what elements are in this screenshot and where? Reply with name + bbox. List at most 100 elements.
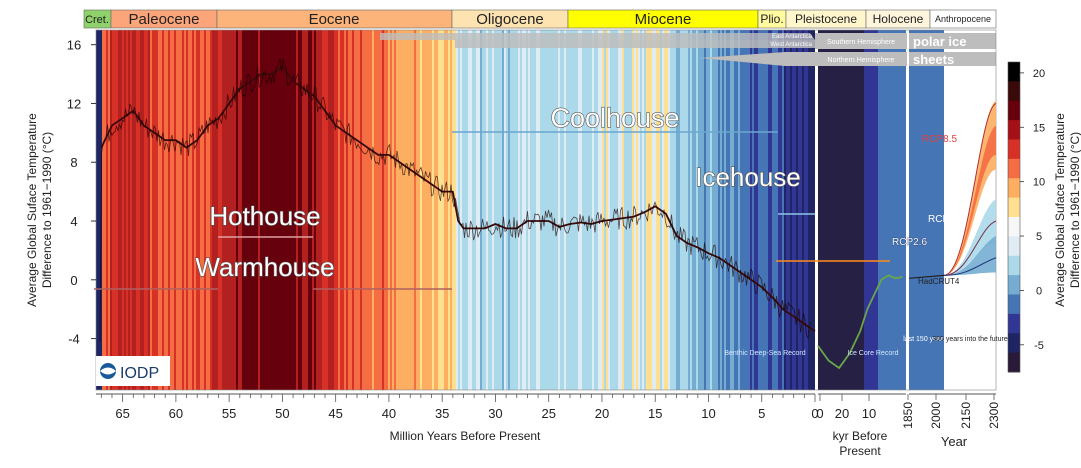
stripe: [732, 30, 735, 390]
x-tick-label: 0: [811, 406, 818, 421]
stripe: [504, 30, 507, 390]
x-tick-label: 10: [862, 406, 876, 421]
stripe: [150, 30, 153, 390]
stripe: [770, 30, 773, 390]
stripe: [772, 30, 775, 390]
stripe: [162, 30, 165, 390]
stripe: [864, 30, 867, 390]
stripe: [260, 30, 263, 390]
stripe: [372, 30, 375, 390]
stripe: [802, 30, 805, 390]
stripe: [812, 30, 815, 390]
stripe: [630, 30, 633, 390]
stripe: [420, 30, 423, 390]
stripe: [440, 30, 443, 390]
stripe: [432, 30, 435, 390]
stripe: [142, 30, 145, 390]
stripe: [362, 30, 365, 390]
stripe: [830, 30, 833, 390]
stripe: [536, 30, 539, 390]
logo-wave-icon: [100, 367, 116, 375]
stripe: [434, 30, 437, 390]
iodp-logo: IODP: [96, 356, 170, 386]
stripe: [320, 30, 323, 390]
stripe: [818, 30, 821, 390]
x-tick-label: 45: [328, 406, 342, 421]
stripe: [240, 30, 243, 390]
stripe: [572, 30, 575, 390]
stripe: [304, 30, 307, 390]
stripe: [872, 30, 875, 390]
stripe: [414, 30, 417, 390]
stripe: [534, 30, 537, 390]
stripe: [728, 30, 731, 390]
stripe: [860, 30, 863, 390]
stripe: [856, 30, 859, 390]
colorbar-segment: [1008, 62, 1020, 82]
stripe: [338, 30, 341, 390]
epoch-label-cret: Cret.: [85, 14, 109, 26]
stripe: [540, 30, 543, 390]
stripe: [612, 30, 615, 390]
stripe: [562, 30, 565, 390]
colorbar-segment: [1008, 275, 1020, 295]
stripe: [588, 30, 591, 390]
stripe: [670, 30, 673, 390]
stripe: [688, 30, 691, 390]
stripe: [854, 30, 857, 390]
stripe: [794, 30, 797, 390]
colorbar-tick-label: 15: [1033, 122, 1045, 134]
stripe: [228, 30, 231, 390]
stripe: [542, 30, 545, 390]
stripe: [308, 30, 311, 390]
rcp85-band-outer: [944, 100, 996, 276]
stripe: [202, 30, 205, 390]
x-tick-label: 50: [275, 406, 289, 421]
colorbar-segment: [1008, 178, 1020, 199]
y-tick-label: -4: [68, 332, 80, 347]
stripe: [820, 30, 823, 390]
stripe: [316, 30, 319, 390]
label-rcp85: RCP8.5: [922, 134, 957, 145]
stripe: [544, 30, 547, 390]
ice-bar-sheets: [909, 52, 996, 66]
colorbar-segment: [1008, 236, 1020, 257]
stripe: [756, 30, 759, 390]
stripe: [768, 30, 771, 390]
stripe: [862, 30, 865, 390]
label-northern-hemisphere: Northern Hemisphere: [828, 57, 895, 64]
stripe: [898, 30, 901, 390]
stripe: [722, 30, 725, 390]
stripe: [538, 30, 541, 390]
stripe: [232, 30, 235, 390]
stripe: [466, 30, 469, 390]
stripe: [286, 30, 289, 390]
stripe: [808, 30, 811, 390]
stripe: [436, 30, 439, 390]
stripe: [866, 30, 869, 390]
stripe: [264, 30, 267, 390]
stripe: [254, 30, 257, 390]
stripe: [96, 30, 99, 390]
stripe: [178, 30, 181, 390]
stripe: [796, 30, 799, 390]
stripe: [832, 30, 835, 390]
stripe: [428, 30, 431, 390]
stripe: [390, 30, 393, 390]
stripe: [886, 30, 889, 390]
stripe: [694, 30, 697, 390]
stripe: [276, 30, 279, 390]
stripe: [782, 30, 785, 390]
stripe: [754, 30, 757, 390]
stripe: [332, 30, 335, 390]
label-west-antarctica: West Antarctica: [770, 42, 812, 48]
stripe: [552, 30, 555, 390]
stripe: [268, 30, 271, 390]
stripe: [258, 30, 261, 390]
stripe: [846, 30, 849, 390]
stripe: [909, 30, 944, 390]
stripe: [394, 30, 397, 390]
y-tick-label: 16: [67, 38, 81, 53]
stripe: [638, 30, 641, 390]
stripe: [366, 30, 369, 390]
